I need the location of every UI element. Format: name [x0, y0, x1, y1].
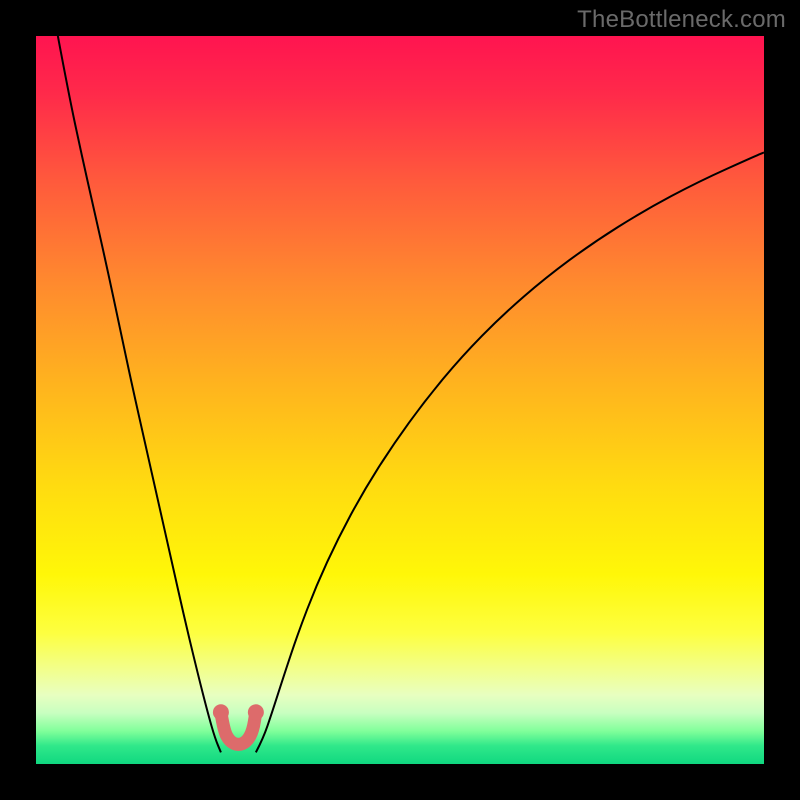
bottleneck-curve-left: [58, 36, 221, 752]
dip-marker-cap-right: [248, 704, 264, 720]
frame-border-right: [764, 0, 800, 800]
attribution-text: TheBottleneck.com: [577, 6, 786, 34]
frame-border-bottom: [0, 764, 800, 800]
frame-border-left: [0, 0, 36, 800]
chart-curves: [36, 36, 764, 764]
bottleneck-curve-right: [256, 152, 764, 752]
dip-marker-cap-left: [213, 704, 229, 720]
plot-area: [36, 36, 764, 764]
